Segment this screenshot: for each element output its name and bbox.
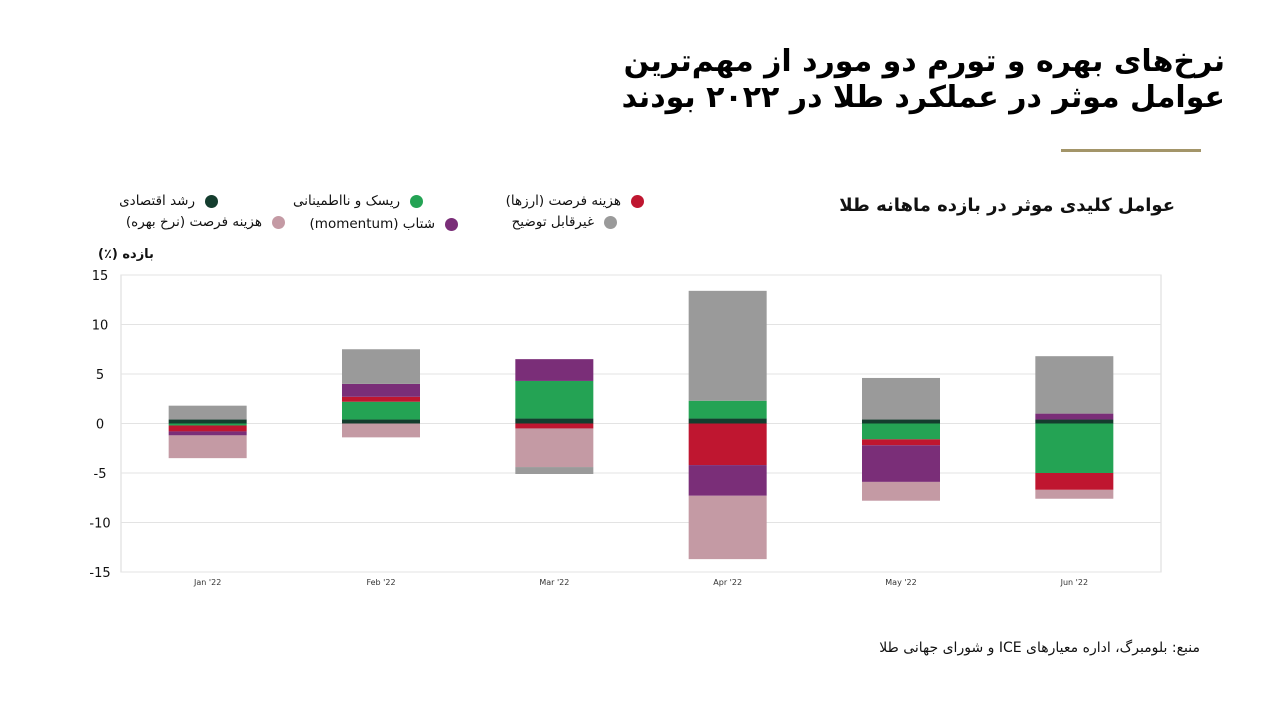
bar-segment-opportunity_rates [1035,489,1114,499]
bars-layer [168,290,1114,560]
bar-segment-economic_growth [342,419,420,424]
bar-segment-unexplained [688,290,767,401]
x-tick-label: May '22 [885,578,916,587]
bar-segment-unexplained [1035,356,1114,414]
y-tick-label: 15 [92,269,109,284]
y-tick-label: -15 [89,566,110,581]
bar-segment-unexplained [168,405,247,420]
y-tick-label: 5 [96,368,104,383]
bar-segment-momentum [862,445,940,482]
axis-layer: 15 10 5 0 -5 -10 -15 Jan '22 Feb '22 Mar '22 Apr '… [89,269,1088,587]
bar-segment-momentum [342,383,420,397]
bar-segment-momentum [168,431,247,436]
bar-segment-economic_growth [862,419,940,424]
bar-segment-risk [168,423,247,426]
x-tick-label: Jun '22 [1060,578,1088,587]
bar-segment-unexplained [515,467,594,474]
source-note: منبع: بلومبرگ، اداره معیارهای ICE و شورا… [879,640,1200,656]
bar-segment-opportunity_rates [342,423,420,438]
y-tick-label: 0 [96,418,104,433]
bar-segment-unexplained [342,349,420,384]
y-tick-label: 10 [92,319,109,334]
bar-segment-economic_growth [515,418,594,424]
y-axis-label: بازده (٪) [98,247,154,262]
bar-segment-opportunity_rates [862,481,940,501]
title-line-1: نرخ‌های بهره و تورم دو مورد از مهم‌ترین [623,44,1225,79]
page-title: نرخ‌های بهره و تورم دو مورد از مهم‌ترین … [525,44,1225,116]
bar-segment-opportunity_rates [168,435,247,459]
title-divider [1061,149,1201,152]
bar-segment-unexplained [862,377,940,420]
bar-segment-economic_growth [688,418,767,424]
bar-segment-opportunity_fx [1035,473,1114,490]
bar-segment-opportunity_fx [515,423,594,429]
bar-segment-opportunity_rates [515,428,594,468]
y-tick-label: -10 [89,517,110,532]
title-line-2: عوامل موثر در عملکرد طلا در ۲۰۲۲ بودند [621,80,1225,115]
bar-segment-opportunity_fx [342,396,420,402]
bar-segment-economic_growth [1035,419,1114,424]
bar-segment-risk [515,380,594,419]
x-tick-label: Jan '22 [193,578,221,587]
x-tick-label: Feb '22 [366,578,395,587]
bar-segment-risk [342,401,420,420]
bar-segment-opportunity_fx [688,423,767,466]
x-tick-label: Apr '22 [713,578,742,587]
bar-segment-opportunity_rates [688,495,767,560]
bar-segment-momentum [1035,413,1114,420]
bar-segment-economic_growth [168,419,247,424]
bar-segment-momentum [515,359,594,381]
bar-segment-opportunity_fx [168,425,247,432]
bar-segment-opportunity_fx [862,439,940,446]
chart-title: عوامل کلیدی موثر در بازده ماهانه طلا [839,195,1175,216]
x-tick-label: Mar '22 [539,578,569,587]
bar-segment-risk [688,400,767,419]
bar-segment-risk [862,423,940,440]
y-tick-label: -5 [94,467,107,482]
bar-segment-risk [1035,423,1114,473]
bar-segment-momentum [688,465,767,496]
grid-layer [120,274,1162,573]
